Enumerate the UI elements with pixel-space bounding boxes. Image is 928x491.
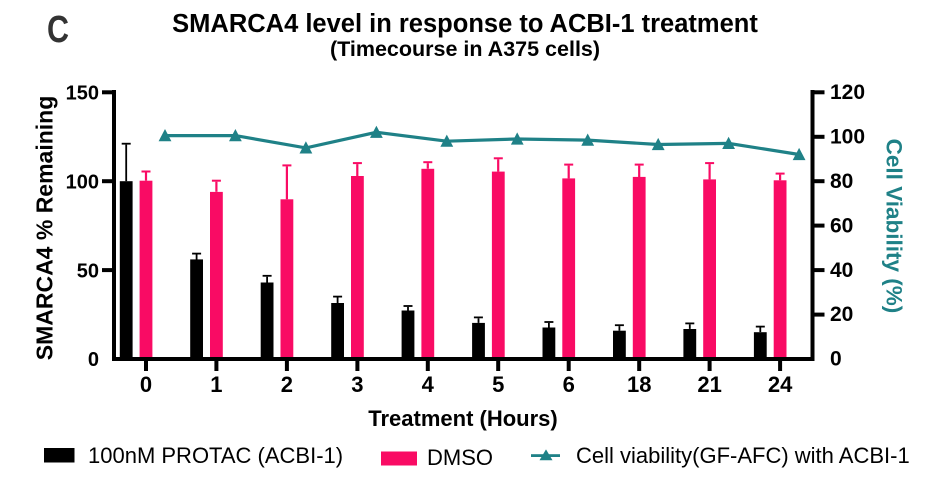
- svg-text:3: 3: [351, 372, 363, 397]
- svg-text:2: 2: [281, 372, 293, 397]
- svg-text:1: 1: [210, 372, 222, 397]
- svg-text:20: 20: [830, 303, 853, 326]
- svg-text:0: 0: [830, 348, 842, 371]
- svg-text:Cell viability(GF-AFC) with AC: Cell viability(GF-AFC) with ACBI-1: [576, 443, 910, 468]
- svg-text:C: C: [47, 9, 69, 51]
- svg-text:100: 100: [66, 171, 99, 193]
- svg-text:Cell Viability (%): Cell Viability (%): [882, 139, 907, 314]
- svg-text:150: 150: [66, 83, 99, 105]
- svg-text:(Timecourse in A375 cells): (Timecourse in A375 cells): [330, 37, 600, 61]
- svg-text:50: 50: [77, 260, 99, 282]
- svg-text:40: 40: [830, 259, 853, 282]
- svg-text:24: 24: [768, 372, 793, 397]
- svg-text:60: 60: [830, 214, 853, 237]
- svg-text:100nM PROTAC (ACBI-1): 100nM PROTAC (ACBI-1): [88, 443, 343, 468]
- svg-text:5: 5: [492, 372, 504, 397]
- svg-text:18: 18: [627, 372, 651, 397]
- svg-text:80: 80: [830, 170, 853, 193]
- svg-text:DMSO: DMSO: [427, 445, 493, 470]
- svg-text:0: 0: [140, 372, 152, 397]
- svg-text:SMARCA4 % Remaining: SMARCA4 % Remaining: [32, 96, 58, 361]
- svg-text:0: 0: [88, 349, 99, 371]
- svg-text:6: 6: [563, 372, 575, 397]
- svg-text:100: 100: [830, 125, 865, 148]
- svg-text:21: 21: [697, 372, 721, 397]
- svg-text:SMARCA4 level in response to A: SMARCA4 level in response to ACBI-1 trea…: [172, 10, 758, 38]
- svg-text:4: 4: [422, 372, 435, 397]
- svg-text:120: 120: [830, 81, 865, 104]
- svg-text:Treatment (Hours): Treatment (Hours): [368, 406, 557, 431]
